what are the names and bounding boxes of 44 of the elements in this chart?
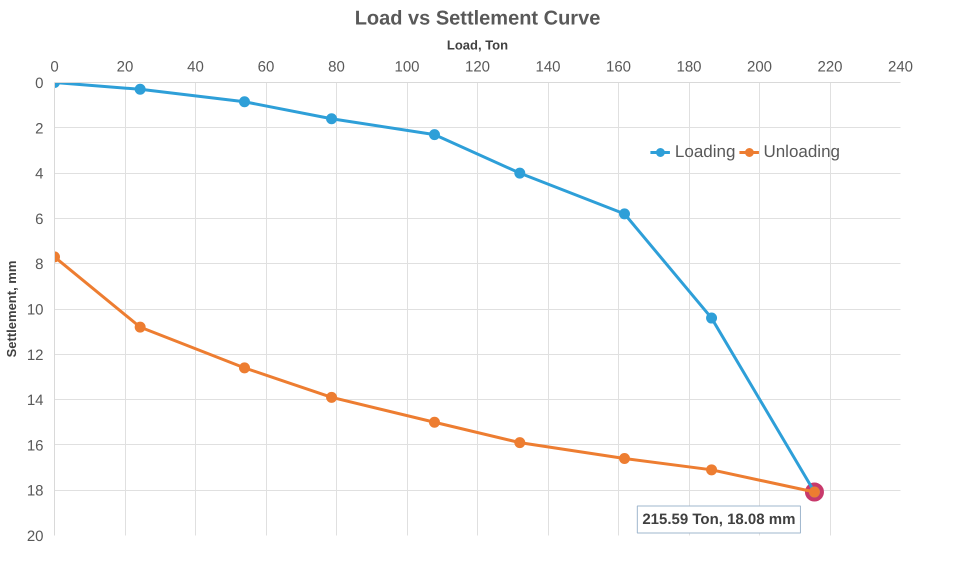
point	[706, 312, 718, 324]
x-tick-label: 60	[258, 58, 274, 76]
x-tick-label: 220	[817, 58, 843, 76]
point	[134, 322, 146, 333]
point	[428, 416, 440, 428]
point	[706, 464, 718, 476]
y-tick-label: 18	[26, 482, 44, 500]
x-tick-label: 20	[116, 58, 134, 76]
y-tick-label: 2	[35, 120, 44, 138]
chart-title: Load vs Settlement Curve	[354, 8, 600, 30]
point	[428, 129, 440, 140]
x-tick-label: 140	[535, 58, 561, 76]
x-tick-label: 180	[676, 58, 702, 76]
annotation: 215.59 Ton, 18.08 mm	[642, 511, 796, 528]
y-tick-label: 12	[26, 346, 44, 364]
x-axis-title: Load, Ton	[446, 38, 508, 52]
x-tick-label: 0	[50, 58, 59, 76]
point	[514, 437, 526, 448]
y-tick-label: 6	[35, 210, 44, 228]
point	[238, 362, 250, 374]
x-tick-label: 160	[606, 58, 632, 76]
x-tick-label: 80	[328, 58, 345, 76]
y-tick-label: 10	[26, 302, 44, 318]
x-tick-label: 100	[394, 58, 420, 76]
y-axis-title: Settlement, mm	[4, 260, 19, 358]
legend-label: Loading	[674, 142, 736, 162]
y-tick-label: 0	[35, 75, 44, 92]
point	[618, 208, 630, 220]
y-tick-label: 14	[26, 392, 44, 410]
point	[238, 96, 250, 108]
y-tick-label: 16	[26, 437, 44, 454]
x-tick-label: 240	[888, 58, 914, 76]
point	[134, 84, 146, 95]
y-tick-label: 8	[35, 256, 44, 274]
point	[326, 392, 338, 403]
point	[326, 113, 338, 124]
legend-label: Unloading	[763, 142, 840, 162]
y-tick-label: 20	[26, 528, 44, 545]
x-tick-label: 40	[187, 58, 204, 76]
point	[514, 168, 526, 179]
point	[618, 453, 630, 464]
x-tick-label: 200	[746, 58, 772, 76]
x-tick-label: 120	[464, 58, 490, 76]
y-tick-label: 4	[35, 166, 44, 183]
